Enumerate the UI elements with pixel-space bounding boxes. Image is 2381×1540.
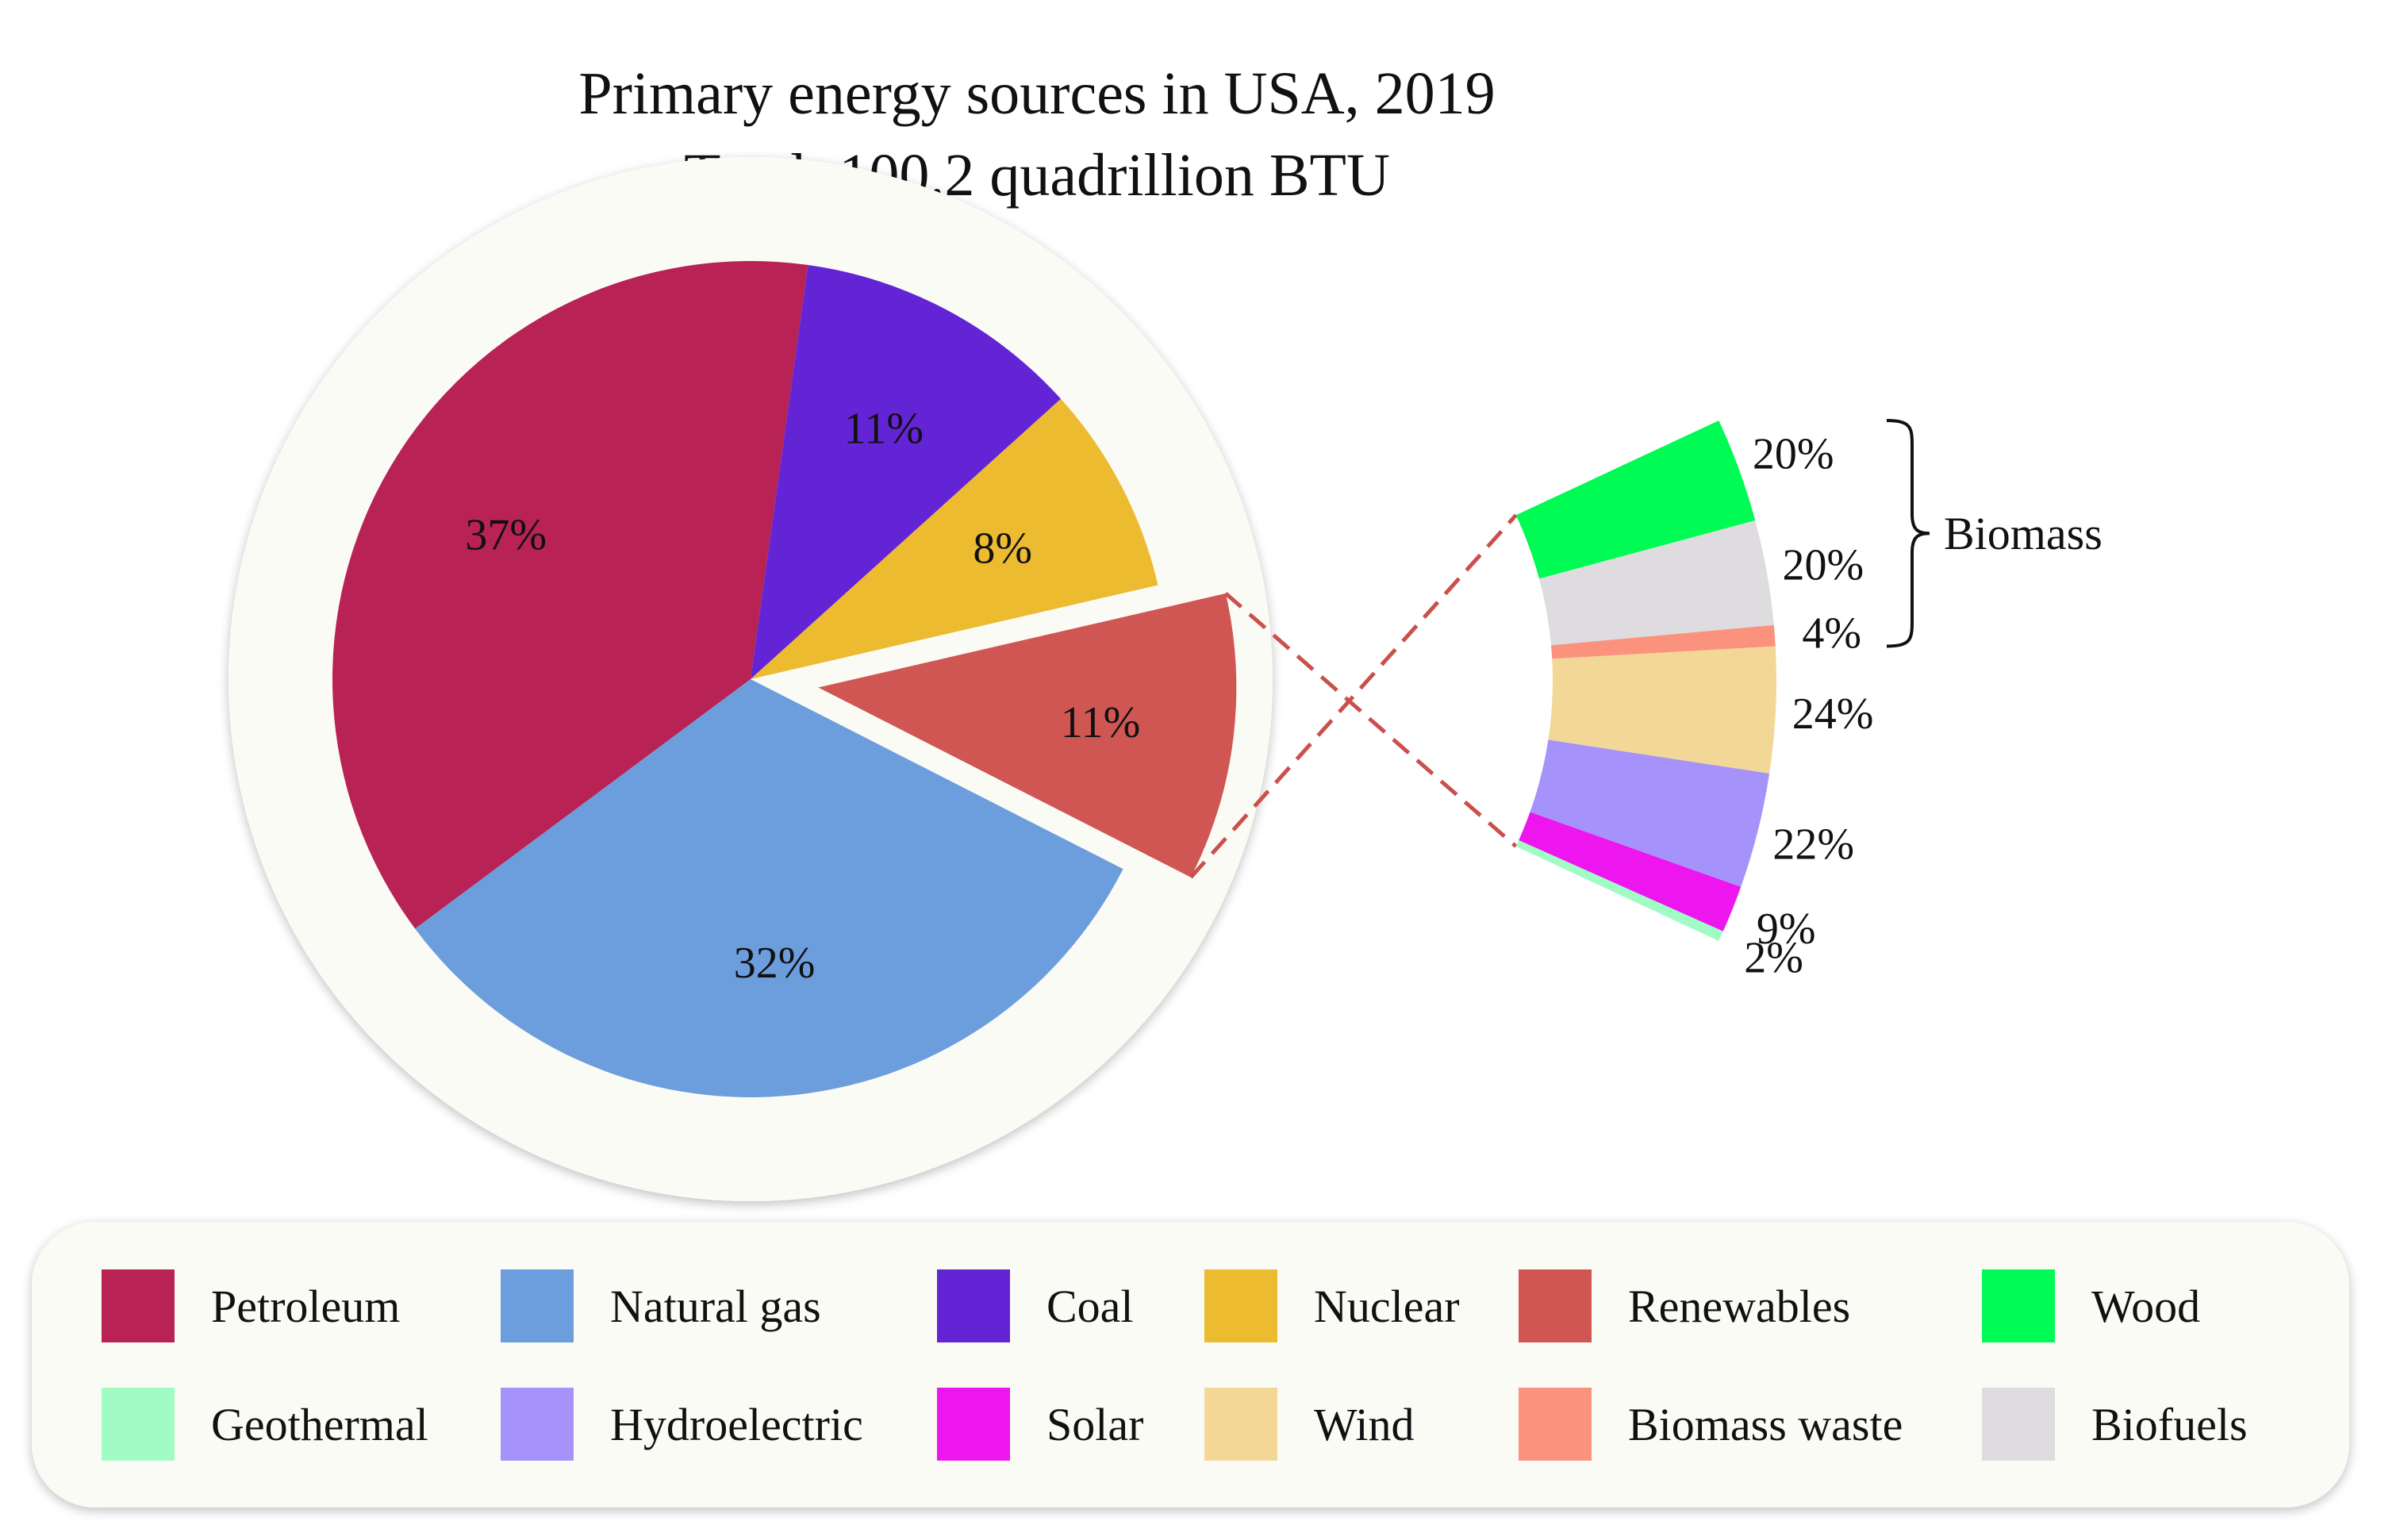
legend-swatch-nuclear (1204, 1269, 1277, 1342)
legend-item-petroleum: Petroleum (102, 1269, 400, 1342)
pie-label-natural_gas: 32% (734, 939, 816, 988)
breakdown-segment-biomass_waste (1550, 624, 1776, 659)
legend-item-solar: Solar (937, 1388, 1143, 1461)
legend-swatch-wood (1982, 1269, 2055, 1342)
legend-label-biofuels: Biofuels (2091, 1399, 2248, 1450)
breakdown-segment-geothermal (1515, 840, 1723, 941)
breakdown-label-wind: 24% (1792, 689, 1874, 739)
legend-swatch-renewables (1519, 1269, 1592, 1342)
breakdown-label-solar: 9% (1757, 904, 1816, 954)
legend-swatch-wind (1204, 1388, 1277, 1461)
legend-label-biomass-waste: Biomass waste (1628, 1399, 1903, 1450)
legend-label-nuclear: Nuclear (1314, 1281, 1460, 1332)
legend-item-wind: Wind (1204, 1388, 1415, 1461)
legend-swatch-petroleum (102, 1269, 175, 1342)
legend-label-hydroelectric: Hydroelectric (610, 1399, 863, 1450)
legend-item-biomass-waste: Biomass waste (1519, 1388, 1903, 1461)
legend-item-coal: Coal (937, 1269, 1134, 1342)
connector-lines (1189, 513, 1518, 879)
breakdown-segment-wood (1515, 421, 1756, 579)
pie-slice-renewables (818, 593, 1237, 878)
legend-label-coal: Coal (1046, 1281, 1134, 1332)
breakdown-label-hydroelectric: 22% (1772, 820, 1854, 869)
renewables-breakdown: 2%9% 22% 24% 4% 20% 20% (1515, 421, 1874, 983)
legend-item-biofuels: Biofuels (1982, 1388, 2248, 1461)
pie-slice-coal (751, 265, 1062, 679)
biomass-bracket-shape (1886, 419, 1930, 648)
legend-swatch-natural-gas (501, 1269, 574, 1342)
breakdown-label-biofuels: 20% (1783, 540, 1864, 590)
biomass-bracket: Biomass (1886, 419, 2103, 648)
legend-item-hydroelectric: Hydroelectric (501, 1388, 863, 1461)
legend-label-renewables: Renewables (1628, 1281, 1850, 1332)
pie-slice-natural_gas (415, 679, 1123, 1098)
legend-swatch-coal (937, 1269, 1010, 1342)
legend-swatch-geothermal (102, 1388, 175, 1461)
legend-item-renewables: Renewables (1519, 1269, 1850, 1342)
legend-item-geothermal: Geothermal (102, 1388, 428, 1461)
chart-title: Primary energy sources in USA, 2019 Tota… (578, 60, 1495, 209)
pie-label-renewables: 11% (1061, 698, 1141, 747)
pie-slice-petroleum (332, 260, 808, 929)
legend-item-wood: Wood (1982, 1269, 2200, 1342)
legend-label-wind: Wind (1314, 1399, 1415, 1450)
legend-swatch-biofuels (1982, 1388, 2055, 1461)
legend: Petroleum Natural gas Coal Nuclear Renewable… (102, 1269, 2248, 1461)
legend-item-nuclear: Nuclear (1204, 1269, 1460, 1342)
breakdown-segment-hydroelectric (1530, 739, 1770, 887)
legend-label-natural-gas: Natural gas (610, 1281, 821, 1332)
breakdown-segment-biofuels (1538, 520, 1774, 646)
chart-title-line1: Primary energy sources in USA, 2019 (578, 60, 1495, 127)
legend-swatch-biomass-waste (1519, 1388, 1592, 1461)
connector-line-top (1189, 513, 1518, 879)
pie-label-petroleum: 37% (465, 510, 547, 559)
pie-label-coal: 11% (843, 404, 924, 453)
breakdown-segment-solar (1519, 812, 1742, 931)
legend-label-solar: Solar (1046, 1399, 1143, 1450)
breakdown-label-biomass_waste: 4% (1802, 609, 1861, 659)
legend-label-wood: Wood (2091, 1281, 2200, 1332)
legend-item-natural-gas: Natural gas (501, 1269, 821, 1342)
connector-line-bottom (1224, 592, 1518, 848)
biomass-bracket-label: Biomass (1944, 508, 2103, 559)
legend-swatch-solar (937, 1388, 1010, 1461)
legend-label-geothermal: Geothermal (211, 1399, 428, 1450)
pie-slice-nuclear (751, 398, 1158, 679)
breakdown-segment-wind (1548, 646, 1777, 774)
breakdown-label-wood: 20% (1753, 430, 1834, 479)
pie-label-nuclear: 8% (973, 524, 1032, 573)
main-pie: 32% 37% 11% 8% 11% (332, 260, 1237, 1098)
legend-panel (32, 1222, 2349, 1507)
breakdown-label-geothermal: 2% (1744, 934, 1803, 983)
legend-label-petroleum: Petroleum (211, 1281, 400, 1332)
legend-swatch-hydroelectric (501, 1388, 574, 1461)
